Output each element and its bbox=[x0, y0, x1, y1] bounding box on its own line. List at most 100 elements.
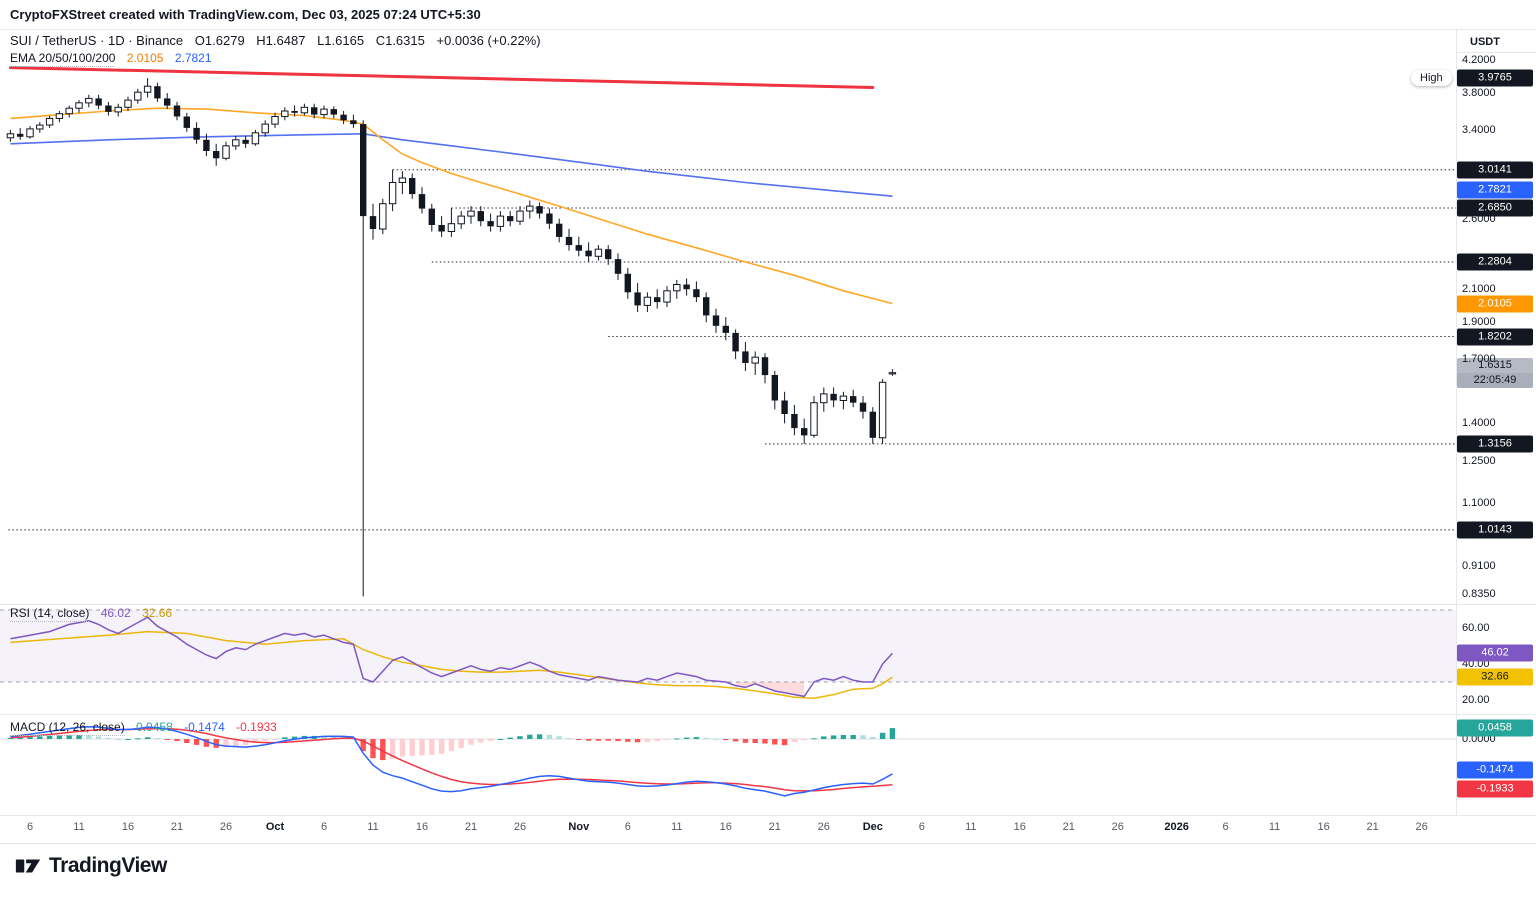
price-tick: 3.4000 bbox=[1462, 123, 1496, 136]
price-tick: 0.8350 bbox=[1462, 588, 1496, 601]
time-label: 6 bbox=[624, 821, 631, 833]
candle bbox=[164, 98, 171, 106]
candle-wicks bbox=[9, 78, 893, 597]
symbol-title[interactable]: SUI / TetherUS · 1D · Binance bbox=[10, 33, 184, 48]
price-badge: 1.8202 bbox=[1457, 328, 1533, 345]
candle bbox=[85, 97, 93, 104]
candle bbox=[438, 225, 445, 232]
time-label: 21 bbox=[1062, 821, 1075, 833]
time-label: 11 bbox=[73, 821, 85, 833]
time-label: 11 bbox=[671, 821, 683, 833]
candle bbox=[409, 178, 416, 195]
candle bbox=[643, 296, 652, 306]
candle bbox=[360, 124, 367, 217]
ema-indicator-title[interactable]: EMA 20/50/100/200 bbox=[10, 51, 116, 67]
credit-text: CryptoFXStreet created with TradingView.… bbox=[10, 7, 481, 22]
candle bbox=[222, 145, 230, 159]
candle bbox=[291, 111, 298, 113]
price-tick: 1.9000 bbox=[1462, 316, 1496, 329]
candle bbox=[565, 236, 573, 246]
rsi-badge: 46.02 bbox=[1457, 644, 1533, 662]
time-label: 26 bbox=[219, 821, 233, 833]
candle bbox=[281, 110, 289, 118]
bottom-separator bbox=[0, 843, 1536, 844]
macd-badge: -0.1933 bbox=[1457, 780, 1533, 798]
candle bbox=[791, 414, 798, 429]
rsi-value: 46.02 bbox=[100, 606, 131, 620]
time-axis[interactable]: 6 11 16 21 26 Oct 6 11 16 21 26 Nov 6 11 16 21 26 Dec 6 11 1… bbox=[0, 815, 1536, 843]
bar-countdown: 22:05:49 bbox=[1457, 373, 1533, 388]
price-badge: 2.7821 bbox=[1457, 181, 1533, 199]
ema100-value: 2.0105 bbox=[126, 51, 164, 65]
time-label: 26 bbox=[1415, 821, 1428, 833]
rsi-tick: 20.00 bbox=[1462, 694, 1490, 706]
candle bbox=[124, 99, 132, 108]
ema-200-line bbox=[10, 132, 893, 197]
time-label: 21 bbox=[464, 821, 478, 833]
tradingview-logo-icon bbox=[15, 859, 41, 873]
candle bbox=[350, 120, 357, 125]
candle bbox=[154, 86, 161, 99]
candle bbox=[242, 139, 249, 144]
rsi-indicator-title[interactable]: RSI (14, close) bbox=[10, 606, 90, 622]
candle bbox=[859, 402, 867, 412]
candle bbox=[526, 205, 534, 212]
price-badge: 3.9765 bbox=[1457, 69, 1533, 87]
macd-signal-line bbox=[10, 727, 893, 792]
candle bbox=[193, 127, 200, 140]
candle bbox=[114, 106, 122, 113]
macd-hist-value: 0.0458 bbox=[136, 720, 173, 734]
candle bbox=[722, 325, 729, 333]
high-value: H1.6487 bbox=[256, 33, 306, 48]
candle bbox=[232, 139, 240, 147]
time-label: 11 bbox=[965, 821, 977, 833]
candle bbox=[369, 216, 377, 229]
currency-label: USDT bbox=[1470, 36, 1500, 48]
time-label-major: 2026 bbox=[1164, 821, 1189, 833]
time-label: 16 bbox=[1013, 821, 1026, 833]
pane-separator-macd[interactable] bbox=[0, 714, 1536, 715]
candle bbox=[614, 259, 622, 274]
candle bbox=[693, 289, 700, 298]
price-tick: 1.1000 bbox=[1462, 497, 1496, 510]
time-label: 21 bbox=[1366, 821, 1379, 833]
candle bbox=[379, 203, 387, 230]
price-tick: 1.2500 bbox=[1462, 454, 1496, 467]
currency-separator bbox=[1456, 52, 1536, 53]
candle bbox=[594, 248, 603, 257]
time-label: 6 bbox=[320, 821, 328, 833]
macd-indicator-title[interactable]: MACD (12, 26, close) bbox=[10, 720, 125, 736]
candle bbox=[487, 221, 494, 227]
candle bbox=[105, 105, 112, 112]
candle bbox=[839, 395, 848, 402]
price-tick: 2.1000 bbox=[1462, 283, 1496, 296]
macd-badge: -0.1474 bbox=[1457, 761, 1533, 779]
price-tick: 3.8000 bbox=[1462, 87, 1496, 100]
credit-separator bbox=[0, 29, 1536, 30]
candle bbox=[546, 213, 553, 224]
candle bbox=[447, 223, 456, 232]
rsi-tick: 60.00 bbox=[1462, 622, 1490, 634]
pane-separator-rsi[interactable] bbox=[0, 604, 1536, 605]
candle bbox=[45, 117, 54, 126]
candle bbox=[536, 206, 543, 214]
price-badge: 2.2804 bbox=[1457, 253, 1533, 271]
price-tick: 4.2000 bbox=[1462, 54, 1496, 66]
price-axis[interactable]: USDT High 1.6315 22:05:49 4.2000 3.8000 3.… bbox=[1411, 30, 1536, 815]
time-label: 6 bbox=[26, 821, 34, 833]
candle bbox=[271, 116, 279, 125]
candle bbox=[261, 123, 269, 134]
close-value: C1.6315 bbox=[375, 33, 425, 48]
rsi-line bbox=[10, 616, 893, 698]
candle bbox=[850, 396, 857, 403]
candle bbox=[173, 105, 181, 117]
price-badge: 3.0141 bbox=[1457, 161, 1533, 179]
time-label: 6 bbox=[918, 821, 925, 833]
candle bbox=[320, 108, 328, 116]
low-value: L1.6165 bbox=[317, 33, 365, 48]
candle bbox=[585, 250, 592, 257]
tradingview-logo[interactable]: TradingView bbox=[14, 852, 167, 880]
macd-line-value: -0.1474 bbox=[184, 720, 225, 734]
candle bbox=[761, 357, 769, 376]
